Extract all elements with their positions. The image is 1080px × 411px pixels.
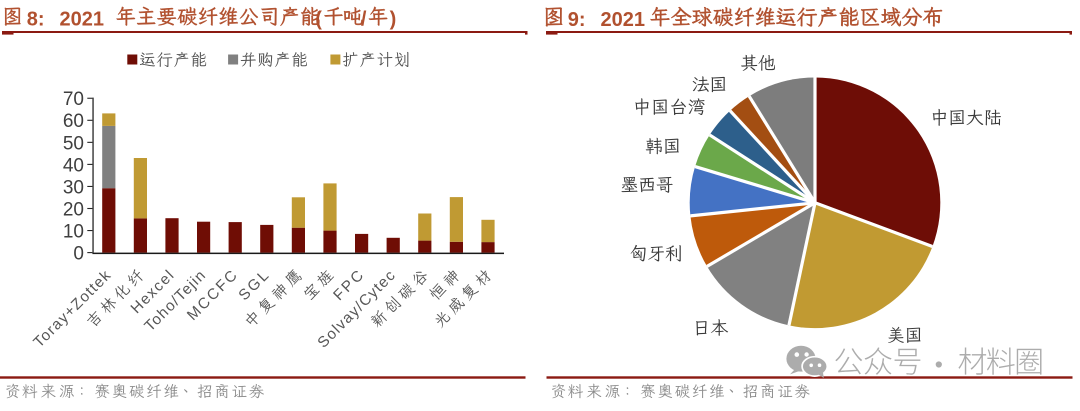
svg-text:70: 70 xyxy=(63,89,84,110)
svg-text:): ) xyxy=(390,8,397,30)
svg-text:9:: 9: xyxy=(568,9,586,31)
svg-text:50: 50 xyxy=(63,133,84,154)
svg-text:2021: 2021 xyxy=(601,9,646,31)
svg-text:0: 0 xyxy=(73,244,84,265)
svg-text:(: ( xyxy=(315,8,322,30)
svg-text:20: 20 xyxy=(63,199,84,220)
svg-text:30: 30 xyxy=(63,177,84,198)
svg-text:40: 40 xyxy=(63,155,84,176)
svg-text:2021: 2021 xyxy=(60,8,105,30)
svg-text:60: 60 xyxy=(63,111,84,132)
svg-text:10: 10 xyxy=(63,221,84,242)
svg-text:8:: 8: xyxy=(27,8,45,30)
svg-text:/: / xyxy=(361,8,367,30)
